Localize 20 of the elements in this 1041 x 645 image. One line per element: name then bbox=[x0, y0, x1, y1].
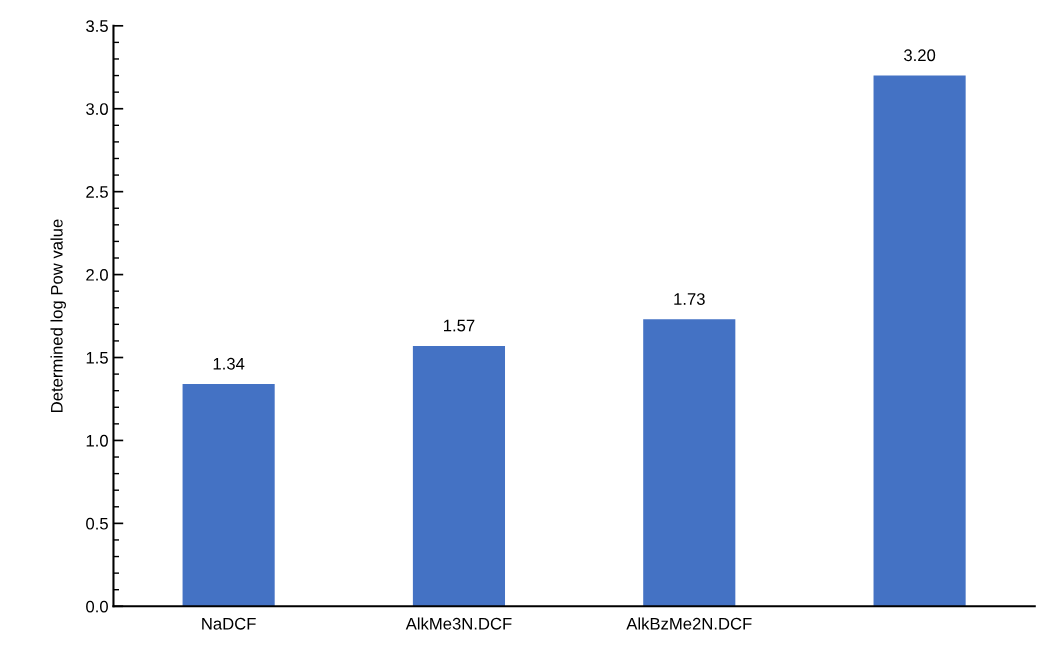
y-tick-label: 2.0 bbox=[86, 268, 108, 281]
data-label: 1.57 bbox=[444, 319, 475, 332]
data-label: 1.73 bbox=[674, 293, 705, 305]
y-tick-label: 1.5 bbox=[86, 352, 108, 364]
x-tick-label: AlkMe3N.DCF bbox=[405, 617, 512, 630]
data-label: 3.20 bbox=[904, 49, 936, 62]
y-tick-label: 3.0 bbox=[86, 103, 108, 115]
data-label: 1.34 bbox=[213, 357, 245, 370]
bar bbox=[182, 384, 275, 607]
bar bbox=[412, 345, 506, 607]
y-axis-title: Determined log Pow value bbox=[50, 219, 66, 412]
y-tick-label: 2.5 bbox=[86, 186, 108, 198]
y-tick-label: 0.5 bbox=[86, 517, 108, 530]
x-tick-label: NaDCF bbox=[202, 617, 256, 630]
y-tick-label: 0.0 bbox=[86, 600, 108, 613]
bar bbox=[643, 319, 736, 607]
y-tick-label: 1.0 bbox=[86, 434, 108, 447]
x-tick-label: AlkBzMe2N.DCF bbox=[626, 617, 752, 630]
bar bbox=[873, 75, 966, 607]
y-tick-label: 3.5 bbox=[86, 20, 108, 32]
